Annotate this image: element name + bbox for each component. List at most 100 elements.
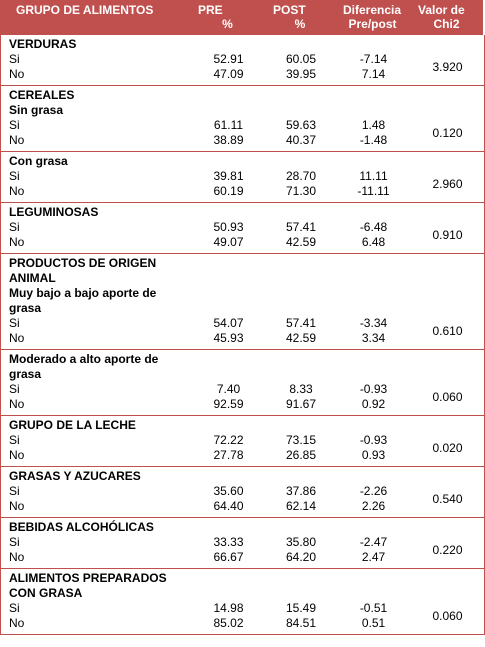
group-heading: Moderado a alto aporte de grasa xyxy=(9,352,159,381)
group-heading: Muy bajo a bajo aporte de grasa xyxy=(9,286,157,315)
value: 45.93 xyxy=(213,331,244,345)
table-block: Con grasa Si 39.81 28.70 11.11 No 60.19 71.30 -1… xyxy=(0,152,485,203)
header-cell: Diferencia Pre/post xyxy=(335,3,410,31)
value: -7.14 xyxy=(359,52,388,66)
chi2-value: 0.540 xyxy=(432,491,463,506)
value: 66.67 xyxy=(213,550,244,564)
value: 7.40 xyxy=(216,382,241,396)
row-label: Si xyxy=(9,484,20,498)
value: 0.51 xyxy=(361,616,386,630)
chi2-value: 0.120 xyxy=(432,125,463,140)
value: 71.30 xyxy=(285,184,317,198)
row-label: Si xyxy=(9,169,20,183)
row-label: No xyxy=(9,448,25,462)
header-cell: GRUPO DE ALIMENTOS xyxy=(0,3,190,31)
value: 84.51 xyxy=(285,616,317,630)
row-label: Si xyxy=(9,601,20,615)
header-cell: POST% xyxy=(265,3,335,31)
value: 7.14 xyxy=(361,67,386,81)
value: 42.59 xyxy=(285,235,317,249)
chi2-value: 2.960 xyxy=(432,176,463,191)
value: 57.41 xyxy=(285,316,317,330)
table-block: Moderado a alto aporte de grasa Si 7.40 8.3… xyxy=(0,350,485,416)
value: -0.51 xyxy=(359,601,388,615)
value: 14.98 xyxy=(213,601,244,615)
value: 0.92 xyxy=(361,397,386,411)
value: 0.93 xyxy=(361,448,386,462)
chi2-value: 0.020 xyxy=(432,440,463,455)
header-line: GRUPO DE ALIMENTOS xyxy=(16,3,154,17)
group-heading: ALIMENTOS PREPARADOS CON GRASA xyxy=(9,571,167,600)
group-heading: BEBIDAS ALCOHÓLICAS xyxy=(9,520,154,534)
table-block: CEREALES Sin grasa Si 61.11 59.63 1.48 No 38.89… xyxy=(0,86,485,152)
value: 47.09 xyxy=(213,67,244,81)
value: 37.86 xyxy=(285,484,317,498)
row-label: No xyxy=(9,616,25,630)
value: 26.85 xyxy=(285,448,317,462)
value: 60.19 xyxy=(213,184,244,198)
value: -0.93 xyxy=(359,433,388,447)
value: 35.60 xyxy=(213,484,244,498)
value: 27.78 xyxy=(213,448,244,462)
group-heading: Con grasa xyxy=(9,154,68,168)
table-block: BEBIDAS ALCOHÓLICAS Si 33.33 35.80 -2.47 No 66… xyxy=(0,518,485,569)
row-label: No xyxy=(9,133,25,147)
value: 73.15 xyxy=(285,433,317,447)
header-line: % xyxy=(294,17,306,31)
group-heading: GRASAS Y AZUCARES xyxy=(9,469,141,483)
header-line: Diferencia xyxy=(343,3,402,17)
value: 33.33 xyxy=(213,535,244,549)
value: 42.59 xyxy=(285,331,317,345)
header-line: Pre/post xyxy=(348,17,397,31)
value: 54.07 xyxy=(213,316,244,330)
table-block: VERDURAS Si 52.91 60.05 -7.14 No 47.09 39.95 7.1… xyxy=(0,35,485,86)
value: 6.48 xyxy=(361,235,386,249)
row-label: No xyxy=(9,184,25,198)
header-line: POST xyxy=(273,3,306,17)
group-heading: LEGUMINOSAS xyxy=(9,205,99,219)
table-body: VERDURAS Si 52.91 60.05 -7.14 No 47.09 39.95 7.1… xyxy=(0,35,485,635)
row-label: Si xyxy=(9,433,20,447)
header-line: % xyxy=(222,17,233,31)
value: 92.59 xyxy=(213,397,244,411)
value: 2.47 xyxy=(361,550,386,564)
table-block: GRUPO DE LA LECHE Si 72.22 73.15 -0.93 No 27.7… xyxy=(0,416,485,467)
value: 8.33 xyxy=(289,382,313,396)
row-label: Si xyxy=(9,52,20,66)
chi2-value: 0.220 xyxy=(432,542,463,557)
value: 15.49 xyxy=(285,601,317,615)
value: 40.37 xyxy=(285,133,317,147)
value: -3.34 xyxy=(359,316,388,330)
table-block: LEGUMINOSAS Si 50.93 57.41 -6.48 No 49.07 42.59… xyxy=(0,203,485,254)
group-heading: VERDURAS xyxy=(9,37,77,51)
group-heading: PRODUCTOS DE ORIGEN ANIMAL xyxy=(9,256,157,285)
chi2-value: 3.920 xyxy=(432,59,463,74)
value: 59.63 xyxy=(285,118,317,132)
value: -6.48 xyxy=(359,220,388,234)
row-label: Si xyxy=(9,118,20,132)
value: -11.11 xyxy=(357,184,390,198)
row-label: No xyxy=(9,397,25,411)
header-cell: PRE% xyxy=(190,3,265,31)
value: 2.26 xyxy=(361,499,386,513)
value: 64.20 xyxy=(285,550,317,564)
group-heading: Sin grasa xyxy=(9,103,64,117)
row-label: No xyxy=(9,235,25,249)
table-block: GRASAS Y AZUCARES Si 35.60 37.86 -2.26 No 64.4… xyxy=(0,467,485,518)
chi2-value: 0.060 xyxy=(432,608,463,623)
header-line: Valor de xyxy=(418,3,465,17)
row-label: No xyxy=(9,67,25,81)
value: 62.14 xyxy=(285,499,317,513)
header-line: Chi2 xyxy=(433,17,460,31)
value: 60.05 xyxy=(285,52,317,66)
value: 52.91 xyxy=(213,52,244,66)
value: 64.40 xyxy=(213,499,244,513)
chi2-value: 0.610 xyxy=(432,323,463,338)
row-label: No xyxy=(9,550,25,564)
value: 85.02 xyxy=(213,616,244,630)
value: 39.95 xyxy=(285,67,317,81)
chi2-value: 0.910 xyxy=(432,227,463,242)
row-label: Si xyxy=(9,220,20,234)
value: -2.26 xyxy=(359,484,388,498)
